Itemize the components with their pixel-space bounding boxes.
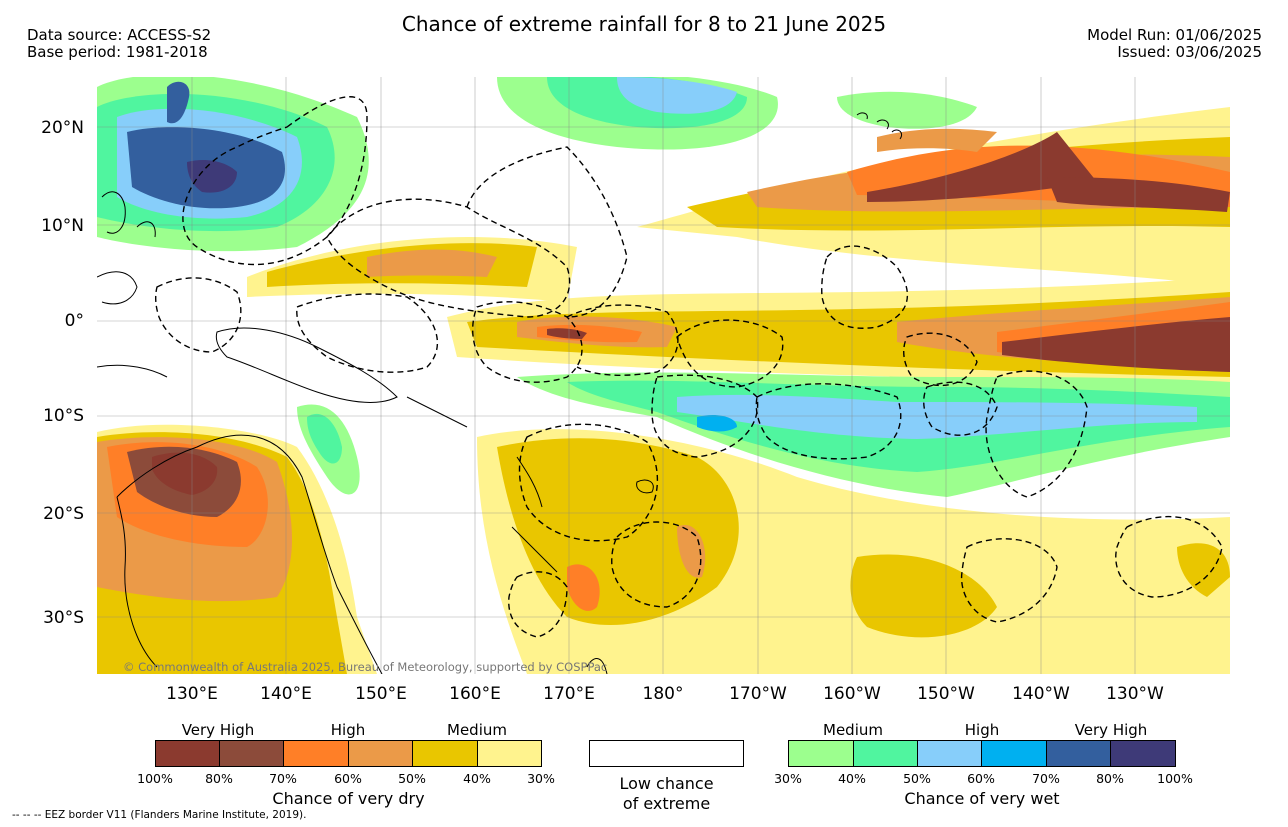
wet-swatch-6 (1110, 740, 1176, 767)
wet-tick-60: 60% (967, 771, 995, 786)
dry-swatch-6 (477, 740, 542, 767)
wet-swatch-4 (981, 740, 1047, 767)
lat-label-20n: 20°N (41, 118, 84, 138)
lon-label-150w: 150°W (917, 684, 975, 704)
base-period: Base period: 1981-2018 (27, 43, 208, 61)
rainfall-map (97, 77, 1230, 674)
wet-tick-30: 30% (774, 771, 802, 786)
wet-anomaly-field (97, 77, 1230, 497)
neutral-label-line2: of extreme (622, 794, 711, 813)
dry-category-medium: Medium (447, 721, 507, 739)
issued-date: Issued: 03/06/2025 (1117, 43, 1262, 61)
map-canvas (97, 77, 1230, 674)
neutral-label: Low chance of extreme (589, 774, 744, 814)
metadata-left: Data source: ACCESS-S2 Base period: 1981… (27, 27, 211, 61)
lon-label-130e: 130°E (166, 684, 218, 704)
lon-label-170w: 170°W (729, 684, 787, 704)
lon-label-150e: 150°E (355, 684, 407, 704)
lat-label-20s: 20°S (43, 504, 84, 524)
lat-label-equator: 0° (64, 311, 84, 331)
lon-label-130w: 130°W (1106, 684, 1164, 704)
dry-swatch-3 (283, 740, 349, 767)
wet-tick-80: 80% (1096, 771, 1124, 786)
metadata-right: Model Run: 01/06/2025 Issued: 03/06/2025 (1087, 27, 1262, 61)
wet-category-very-high: Very High (1074, 721, 1148, 739)
data-source: Data source: ACCESS-S2 (27, 26, 212, 44)
dry-tick-80: 80% (205, 771, 233, 786)
wet-scale-title: Chance of very wet (904, 789, 1060, 808)
dry-swatch-1 (155, 740, 220, 767)
wet-tick-50: 50% (903, 771, 931, 786)
dry-swatch-4 (348, 740, 413, 767)
dry-scale-title: Chance of very dry (272, 789, 425, 808)
eez-borders (154, 96, 1223, 638)
dry-tick-30: 30% (527, 771, 555, 786)
dry-tick-60: 60% (334, 771, 362, 786)
neutral-label-line1: Low chance (619, 774, 714, 793)
neutral-swatch (589, 740, 744, 767)
lon-label-170e: 170°E (543, 684, 595, 704)
graticule (97, 77, 1230, 674)
wet-category-high: High (964, 721, 1000, 739)
dry-category-high: High (330, 721, 366, 739)
eez-border-note: -- -- -- EEZ border V11 (Flanders Marine… (12, 809, 307, 821)
dry-tick-100: 100% (137, 771, 173, 786)
dry-swatch-5 (412, 740, 478, 767)
dry-anomaly-field (97, 107, 1230, 674)
lon-label-180: 180° (642, 684, 684, 704)
wet-tick-40: 40% (838, 771, 866, 786)
lat-label-30s: 30°S (43, 608, 84, 628)
lon-label-140e: 140°E (260, 684, 312, 704)
lon-label-160w: 160°W (823, 684, 881, 704)
dry-swatch-2 (219, 740, 284, 767)
wet-category-medium: Medium (823, 721, 883, 739)
copyright-notice: © Commonwealth of Australia 2025, Bureau… (123, 660, 608, 674)
wet-tick-70: 70% (1032, 771, 1060, 786)
lat-label-10n: 10°N (41, 216, 84, 236)
wet-swatch-2 (853, 740, 918, 767)
dry-tick-40: 40% (463, 771, 491, 786)
model-run: Model Run: 01/06/2025 (1087, 26, 1262, 44)
wet-swatch-3 (917, 740, 982, 767)
wet-swatch-1 (788, 740, 854, 767)
map-title: Chance of extreme rainfall for 8 to 21 J… (401, 12, 887, 36)
dry-category-very-high: Very High (181, 721, 255, 739)
wet-swatch-5 (1046, 740, 1111, 767)
lat-label-10s: 10°S (43, 406, 84, 426)
dry-tick-50: 50% (398, 771, 426, 786)
lon-label-160e: 160°E (449, 684, 501, 704)
lon-label-140w: 140°W (1012, 684, 1070, 704)
wet-tick-100: 100% (1157, 771, 1193, 786)
dry-tick-70: 70% (269, 771, 297, 786)
